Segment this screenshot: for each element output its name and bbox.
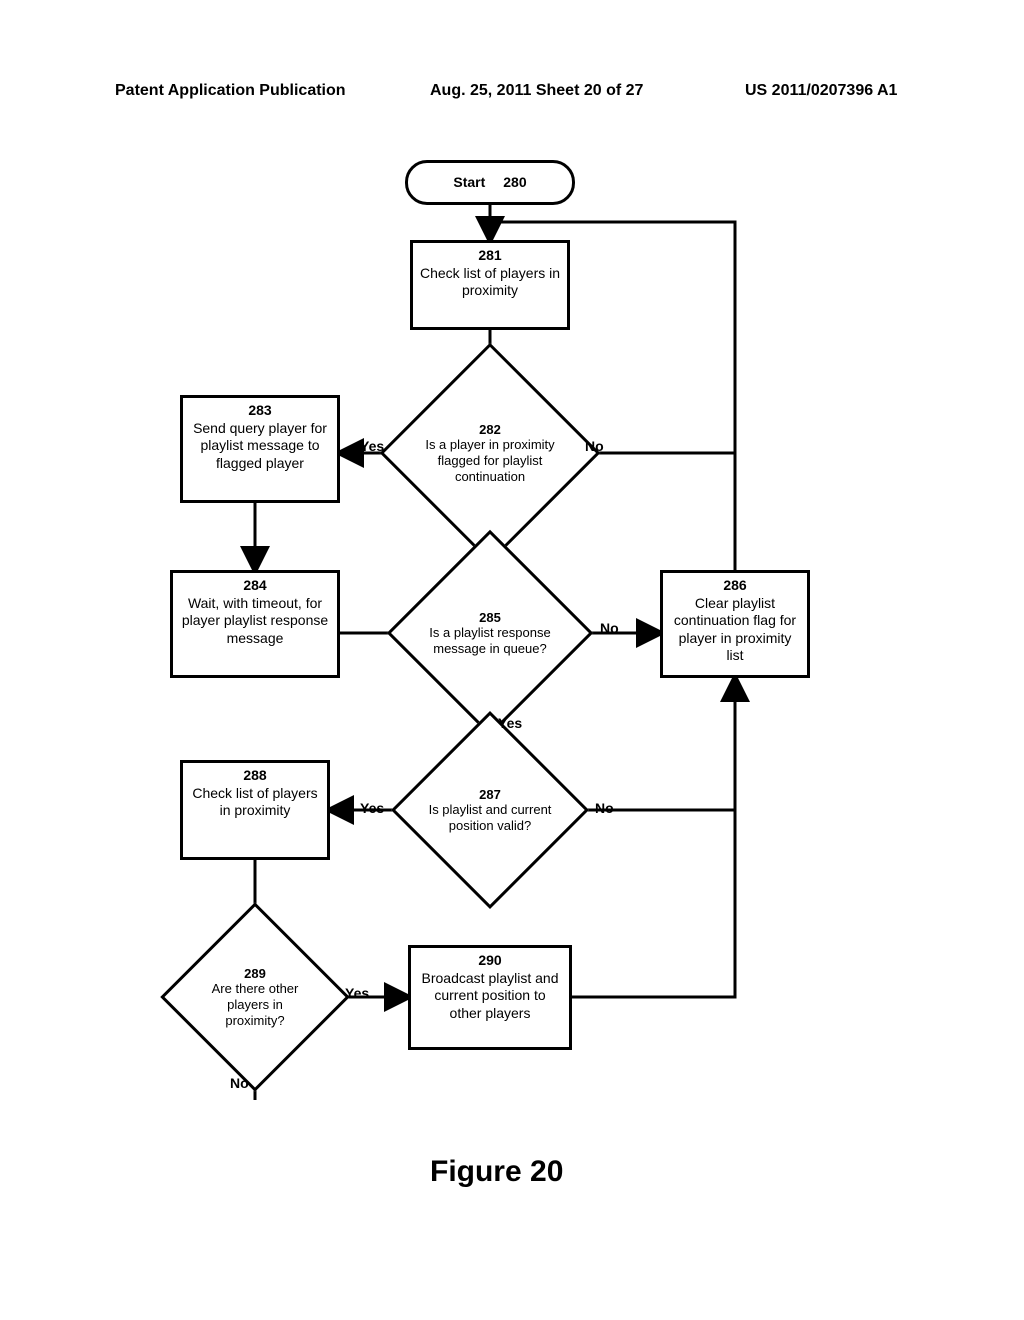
label-285-no: No: [600, 620, 619, 636]
label-285-yes: Yes: [498, 715, 522, 731]
node-289-label: Are there other players in proximity?: [196, 981, 314, 1028]
label-287-yes: Yes: [360, 800, 384, 816]
page: Patent Application Publication Aug. 25, …: [0, 0, 1024, 1320]
node-281: 281 Check list of players in proximity: [410, 240, 570, 330]
node-288-label: Check list of players in proximity: [192, 785, 317, 819]
node-282-num: 282: [479, 422, 501, 438]
node-281-label: Check list of players in proximity: [420, 265, 560, 299]
node-285-num: 285: [479, 610, 501, 626]
label-282-no: No: [585, 438, 604, 454]
header-left: Patent Application Publication: [115, 82, 346, 100]
label-282-yes: Yes: [360, 438, 384, 454]
label-287-no: No: [595, 800, 614, 816]
header-center: Aug. 25, 2011 Sheet 20 of 27: [430, 82, 643, 100]
header-right: US 2011/0207396 A1: [745, 82, 897, 100]
node-289-num: 289: [244, 966, 266, 982]
node-283-num: 283: [189, 402, 331, 420]
node-286-num: 286: [669, 577, 801, 595]
node-287-label: Is playlist and current position valid?: [428, 802, 552, 833]
figure-caption: Figure 20: [430, 1155, 563, 1189]
node-start-num: 280: [503, 174, 526, 192]
node-283-label: Send query player for playlist message t…: [193, 420, 327, 471]
node-282: 282 Is a player in proximity flagged for…: [412, 375, 568, 531]
node-289: 289 Are there other players in proximity…: [188, 930, 322, 1064]
label-289-yes: Yes: [345, 985, 369, 1001]
node-290-num: 290: [417, 952, 563, 970]
node-286-label: Clear playlist continuation flag for pla…: [674, 595, 796, 664]
node-284: 284 Wait, with timeout, for player playl…: [170, 570, 340, 678]
node-285: 285 Is a playlist response message in qu…: [417, 560, 563, 706]
node-282-label: Is a player in proximity flagged for pla…: [420, 437, 560, 484]
label-289-no: No: [230, 1075, 249, 1091]
node-286: 286 Clear playlist continuation flag for…: [660, 570, 810, 678]
node-290-label: Broadcast playlist and current position …: [422, 970, 559, 1021]
node-283: 283 Send query player for playlist messa…: [180, 395, 340, 503]
node-start-label: Start: [453, 174, 485, 192]
node-288: 288 Check list of players in proximity: [180, 760, 330, 860]
node-281-num: 281: [419, 247, 561, 265]
node-290: 290 Broadcast playlist and current posit…: [408, 945, 572, 1050]
node-285-label: Is a playlist response message in queue?: [425, 625, 555, 656]
node-284-num: 284: [179, 577, 331, 595]
node-start: Start 280: [405, 160, 575, 205]
node-284-label: Wait, with timeout, for player playlist …: [182, 595, 328, 646]
node-288-num: 288: [189, 767, 321, 785]
node-287-num: 287: [479, 787, 501, 803]
node-287: 287 Is playlist and current position val…: [420, 740, 560, 880]
